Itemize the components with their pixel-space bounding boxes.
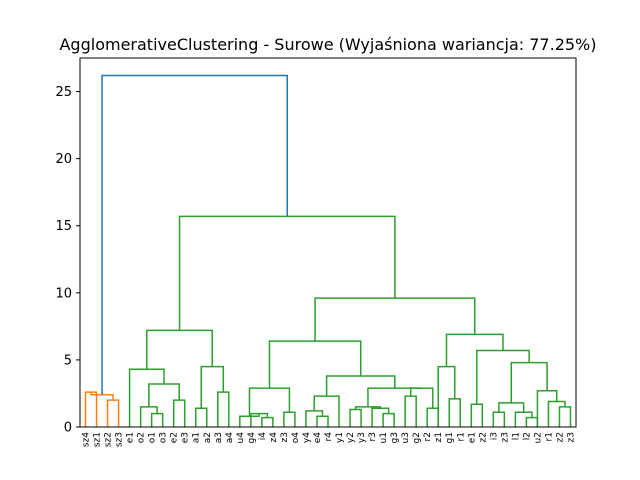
leaf-label: i3 (489, 432, 499, 440)
dendrogram-link (470, 403, 484, 427)
leaf-label: y3 (357, 432, 367, 443)
leaf-label: g3 (390, 432, 400, 443)
dendrogram-link (426, 407, 439, 427)
leaf-label: r4 (324, 432, 334, 442)
leaf-label: sz2 (104, 432, 114, 447)
y-tick-label: 15 (55, 219, 72, 234)
leaf-label: o3 (159, 432, 169, 443)
leaf-label: l2 (522, 432, 532, 440)
dendrogram-link (106, 399, 120, 427)
dendrogram-link (305, 410, 324, 427)
leaf-label: z3 (500, 432, 510, 442)
leaf-label: g4 (247, 432, 257, 444)
leaf-label: o1 (148, 432, 158, 443)
dendrogram-link (558, 406, 572, 427)
y-tick-label: 10 (55, 286, 72, 301)
dendrogram-link (101, 74, 288, 395)
leaf-label: r1 (456, 432, 466, 441)
leaf-label: z3 (280, 432, 290, 442)
dendrogram-link (178, 215, 396, 331)
dendrogram-link (150, 412, 164, 427)
y-axis: 0 5 10 15 20 25 (55, 85, 80, 436)
dendrogram-link (194, 407, 208, 427)
dendrogram-link (217, 391, 230, 427)
leaf-label: u4 (236, 432, 246, 444)
leaf-label: z4 (269, 432, 279, 443)
dendrogram-link (492, 411, 506, 427)
y-tick-label: 25 (55, 85, 72, 100)
dendrogram-link (139, 406, 158, 427)
leaf-label: g2 (412, 432, 422, 443)
dendrogram-link (371, 407, 390, 427)
leaf-label: r3 (368, 432, 378, 441)
leaf-label: a3 (214, 432, 224, 443)
dendrogram-link (268, 340, 362, 389)
leaf-label: e1 (467, 432, 477, 443)
leaf-label: z2 (555, 432, 565, 442)
x-axis: sz4 sz1 sz2 sz3 e1 o2 o1 o3 e2 e3 a1 a2 a3 a4 u4 g4 i4 z4… (82, 432, 577, 447)
dendrogram-link (316, 415, 329, 427)
leaf-label: e1 (126, 432, 136, 443)
leaf-label: r2 (423, 432, 433, 441)
dendrogram-link (536, 390, 558, 427)
dendrogram-link (404, 395, 417, 427)
leaf-label: a2 (203, 432, 213, 443)
leaf-label: a1 (192, 432, 202, 443)
dendrogram-link (172, 399, 186, 427)
dendrogram-link (261, 416, 274, 427)
dendrogram-link (448, 398, 462, 427)
leaf-label: u2 (533, 432, 543, 443)
leaf-label: e3 (181, 432, 191, 443)
dendrogram-link (409, 387, 434, 409)
dendrogram-link (498, 402, 525, 413)
dendrogram-link (325, 375, 396, 397)
y-tick-label: 0 (64, 421, 72, 436)
dendrogram-links (84, 74, 572, 427)
leaf-label: z1 (434, 432, 444, 442)
leaf-label: o4 (291, 432, 301, 444)
y-tick-label: 20 (55, 152, 72, 167)
leaf-label: o2 (137, 432, 147, 443)
plot-frame (79, 57, 577, 428)
dendrogram-link (382, 412, 395, 427)
leaf-label: y1 (335, 432, 345, 443)
chart-title: AgglomerativeClustering - Surowe (Wyjaśn… (59, 35, 596, 54)
leaf-label: sz1 (93, 432, 103, 447)
leaf-label: sz3 (115, 432, 125, 447)
leaf-label: i4 (258, 432, 268, 441)
dendrogram-link (128, 368, 165, 427)
dendrogram-link (367, 387, 422, 407)
dendrogram-link (476, 349, 530, 405)
leaf-label: e4 (313, 432, 323, 444)
leaf-label: u3 (401, 432, 411, 443)
dendrogram-link (437, 365, 456, 427)
leaf-label: z2 (478, 432, 488, 442)
dendrogram-link (148, 383, 180, 407)
y-tick-label: 5 (64, 353, 72, 368)
leaf-label: y2 (346, 432, 356, 443)
dendrogram-link (514, 411, 533, 427)
dendrogram-link (84, 391, 98, 427)
dendrogram-link (547, 400, 566, 427)
leaf-label: l1 (511, 432, 521, 440)
dendrogram-link (510, 361, 548, 403)
leaf-label: u1 (379, 432, 389, 443)
dendrogram-link (525, 416, 539, 427)
leaf-label: sz4 (82, 432, 92, 447)
leaf-label: r1 (544, 432, 554, 441)
dendrogram-link (283, 411, 296, 427)
dendrogram-link (349, 408, 362, 427)
leaf-label: e2 (170, 432, 180, 443)
leaf-label: a4 (225, 432, 235, 444)
leaf-label: z3 (566, 432, 576, 442)
leaf-label: y4 (302, 432, 312, 443)
dendrogram-link (200, 365, 225, 409)
leaf-label: g1 (445, 432, 455, 443)
dendrogram-link (146, 329, 214, 370)
